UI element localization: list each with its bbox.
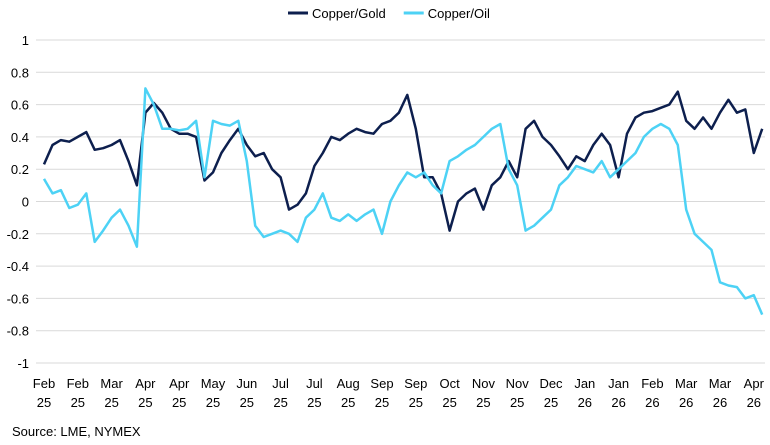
- x-tick-label: Jul 25: [272, 376, 289, 410]
- x-tick-label: Apr 26: [744, 376, 765, 410]
- x-tick-label: Jan 26: [574, 376, 595, 410]
- x-tick-label: Feb 26: [641, 376, 663, 410]
- x-tick-label: Feb 25: [67, 376, 89, 410]
- y-tick-label: -0.2: [7, 227, 29, 242]
- x-tick-label: Apr 25: [135, 376, 156, 410]
- x-tick-label: Mar 26: [675, 376, 698, 410]
- x-tick-label: Dec 25: [539, 376, 563, 410]
- x-tick-label: Mar 25: [100, 376, 123, 410]
- y-tick-label: 0.8: [11, 65, 29, 80]
- y-tick-label: 0: [22, 195, 29, 210]
- legend-label: Copper/Gold: [312, 6, 386, 21]
- x-tick-label: Apr 25: [169, 376, 190, 410]
- source-note: Source: LME, NYMEX: [12, 424, 141, 439]
- x-tick-label: Nov 25: [472, 376, 496, 410]
- y-tick-label: 1: [22, 33, 29, 48]
- y-tick-label: 0.2: [11, 162, 29, 177]
- y-tick-label: -0.6: [7, 291, 29, 306]
- x-tick-label: May 25: [201, 376, 226, 410]
- x-tick-label: Sep 25: [370, 376, 393, 410]
- x-tick-label: Nov 25: [506, 376, 530, 410]
- y-tick-label: -1: [17, 356, 29, 371]
- x-tick-label: Sep 25: [404, 376, 427, 410]
- y-tick-label: -0.8: [7, 324, 29, 339]
- x-tick-label: Oct 25: [439, 376, 460, 410]
- legend-label: Copper/Oil: [428, 6, 490, 21]
- x-tick-label: Jul 25: [306, 376, 323, 410]
- series-line: [42, 87, 764, 316]
- x-tick-label: Feb 25: [33, 376, 55, 410]
- y-tick-label: 0.6: [11, 98, 29, 113]
- x-tick-label: Aug 25: [337, 376, 360, 410]
- y-tick-label: 0.4: [11, 130, 29, 145]
- x-tick-label: Jan 26: [608, 376, 629, 410]
- x-tick-label: Mar 26: [709, 376, 732, 410]
- y-tick-label: -0.4: [7, 259, 29, 274]
- x-tick-label: Jun 25: [236, 376, 257, 410]
- series-line: [42, 90, 764, 232]
